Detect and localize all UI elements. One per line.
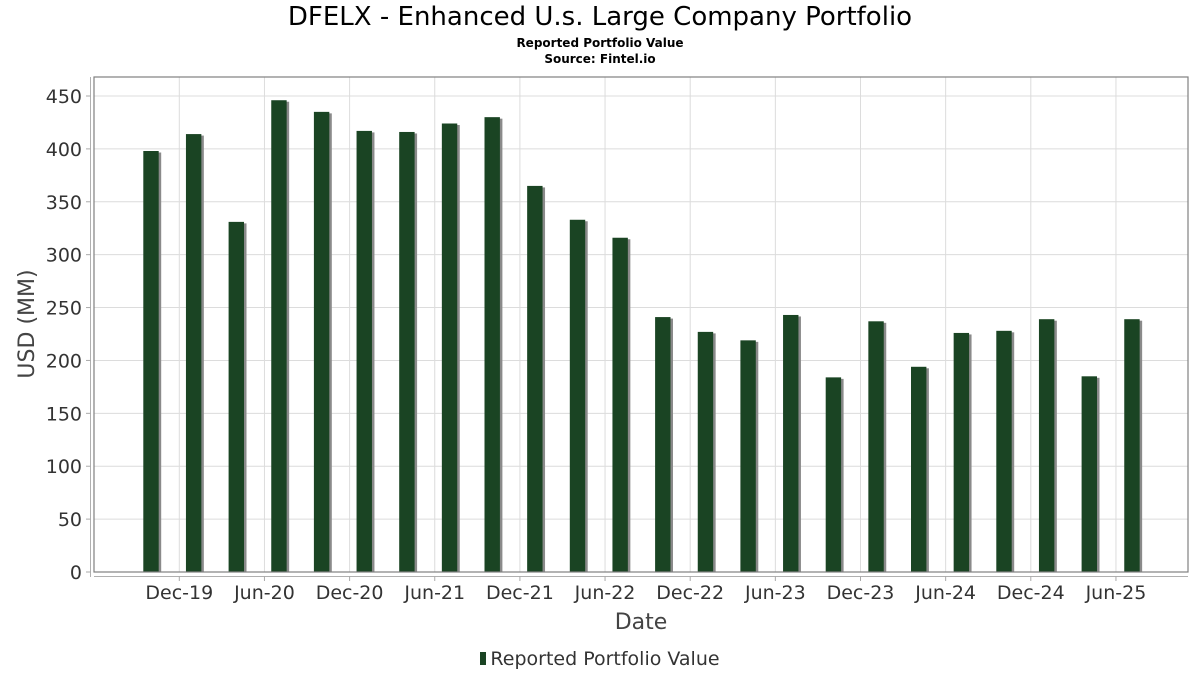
bar: [655, 317, 671, 572]
bar: [697, 331, 714, 572]
bar: [783, 314, 799, 572]
bar: [911, 366, 927, 572]
x-axis-label: Date: [615, 610, 668, 635]
x-tick-label: Jun-22: [574, 582, 636, 604]
bar: [228, 221, 244, 572]
axes: [90, 76, 1189, 577]
bar: [1081, 376, 1097, 572]
bars: [143, 100, 1143, 573]
bar: [569, 219, 586, 572]
x-tick-label: Dec-24: [997, 582, 1065, 604]
y-axis-ticks: 0 50 100 150 200 250 300 350 400 450: [46, 86, 91, 584]
chart-subtitle: Reported Portfolio Value: [516, 36, 684, 50]
x-tick-label: Dec-20: [316, 582, 384, 604]
bar: [868, 321, 884, 572]
x-tick-label: Jun-24: [914, 582, 976, 604]
y-tick-label: 250: [46, 298, 82, 320]
bar: [1124, 319, 1140, 572]
bar: [484, 117, 500, 573]
x-axis-ticks: Dec-19 Jun-20 Dec-20 Jun-21 Dec-21 Jun-22 Dec-…: [145, 576, 1146, 604]
bar: [399, 131, 415, 572]
x-tick-label: Jun-20: [233, 582, 295, 604]
bar: [1038, 319, 1055, 572]
y-tick-label: 200: [46, 350, 82, 372]
bar: [825, 377, 842, 572]
bar: [271, 100, 287, 572]
y-tick-label: 350: [46, 192, 82, 214]
bar: [996, 330, 1012, 572]
bar: [185, 134, 202, 572]
chart-title: DFELX - Enhanced U.s. Large Company Port…: [287, 2, 913, 32]
y-tick-label: 50: [58, 509, 82, 531]
x-tick-label: Dec-21: [486, 582, 554, 604]
grid: [94, 77, 1188, 572]
y-tick-label: 450: [46, 86, 82, 108]
y-tick-label: 100: [46, 456, 82, 478]
plot-border: [93, 76, 1189, 573]
bar: [143, 151, 159, 572]
bar: [953, 332, 970, 572]
x-tick-label: Dec-19: [145, 582, 213, 604]
x-tick-label: Jun-25: [1085, 582, 1147, 604]
chart-source: Source: Fintel.io: [544, 52, 656, 66]
legend-label: Reported Portfolio Value: [490, 648, 720, 670]
y-tick-label: 400: [46, 139, 82, 161]
y-tick-label: 150: [46, 403, 82, 425]
legend: Reported Portfolio Value: [0, 648, 1200, 670]
bar: [527, 185, 543, 572]
plot-area: [94, 77, 1188, 572]
bar: [356, 130, 372, 572]
bar: [313, 111, 330, 572]
bar: [612, 237, 628, 572]
bar: [740, 340, 756, 572]
x-tick-label: Jun-23: [744, 582, 806, 604]
bar: [441, 123, 458, 572]
x-tick-label: Jun-21: [403, 582, 465, 604]
x-tick-label: Dec-23: [827, 582, 895, 604]
y-tick-label: 0: [70, 562, 82, 584]
y-axis-label: USD (MM): [15, 269, 40, 378]
x-tick-label: Dec-22: [656, 582, 724, 604]
legend-swatch: [480, 652, 487, 665]
y-tick-label: 300: [46, 245, 82, 267]
